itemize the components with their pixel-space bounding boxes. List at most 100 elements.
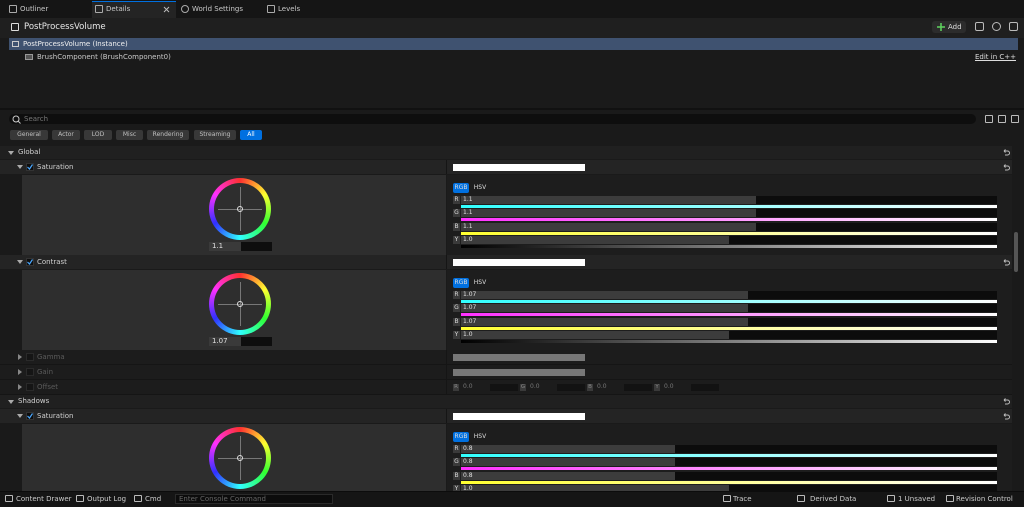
- channel-field[interactable]: [461, 235, 997, 244]
- tab-label: Details: [106, 5, 131, 13]
- divider: [0, 108, 1024, 110]
- channel-letter: Y: [453, 330, 460, 339]
- channel-value: 0.8: [463, 445, 473, 452]
- channel-gradient: [461, 313, 997, 317]
- mode-button[interactable]: HSV: [473, 279, 487, 286]
- channel-field[interactable]: [461, 471, 997, 480]
- console-input[interactable]: [175, 494, 333, 504]
- expander-svg: [17, 414, 23, 418]
- mode-button[interactable]: HSV: [473, 184, 487, 191]
- mode-button[interactable]: RGB: [453, 183, 469, 193]
- wheel-handle: [237, 301, 243, 307]
- component-icon: [12, 41, 19, 47]
- reset-icon-svg: [1003, 164, 1010, 171]
- color-swatch: [453, 413, 585, 420]
- scrollbar-thumb[interactable]: [1014, 232, 1018, 272]
- filter-button[interactable]: Rendering: [147, 130, 189, 140]
- add-plus-icon: [937, 23, 945, 31]
- checkbox: [26, 258, 34, 266]
- tab-icon: [9, 5, 17, 13]
- channel-field[interactable]: [461, 458, 997, 467]
- mode-button[interactable]: RGB: [453, 432, 469, 442]
- header-icon-button[interactable]: [975, 22, 984, 31]
- check-svg: [27, 413, 33, 419]
- filter-button[interactable]: Actor: [52, 130, 80, 140]
- check-svg: [27, 259, 33, 265]
- status-item[interactable]: Content Drawer: [16, 495, 72, 503]
- channel-letter: G: [453, 209, 460, 218]
- mode-button[interactable]: HSV: [473, 433, 487, 440]
- channel-fill: [461, 445, 676, 453]
- close-icon-svg: [163, 6, 170, 13]
- wheel-handle: [237, 455, 243, 461]
- channel-letter: R: [453, 384, 459, 391]
- toolbar-icon[interactable]: [985, 115, 993, 123]
- channel-field: [624, 384, 652, 391]
- channel-gradient: [461, 339, 997, 343]
- header-icon-button[interactable]: [992, 22, 1001, 31]
- channel-field[interactable]: [461, 445, 997, 453]
- channel-gradient: [461, 300, 997, 303]
- reset-icon: [1002, 149, 1010, 156]
- toolbar-icon[interactable]: [1011, 115, 1019, 123]
- header-icon-button[interactable]: [1009, 22, 1018, 31]
- section-label: Global: [18, 148, 41, 156]
- wheel-value-fill: [209, 337, 241, 346]
- status-item[interactable]: 1 Unsaved: [898, 495, 936, 503]
- tab[interactable]: [92, 1, 176, 18]
- channel-value: 1.07: [463, 291, 477, 298]
- status-item[interactable]: Output Log: [87, 495, 127, 503]
- channel-value: 1.07: [463, 304, 477, 312]
- channel-field[interactable]: [461, 330, 997, 339]
- status-item[interactable]: Cmd: [145, 495, 162, 503]
- expander-svg: [8, 151, 14, 155]
- status-icon: [76, 495, 84, 502]
- expander: [17, 369, 23, 375]
- edit-link[interactable]: Edit in C++: [974, 53, 1016, 61]
- channel-letter: G: [453, 458, 460, 467]
- expander-svg: [17, 165, 23, 169]
- status-item[interactable]: Trace: [733, 495, 752, 503]
- expander: [17, 354, 23, 360]
- filter-button[interactable]: LOD: [84, 130, 112, 140]
- status-icon: [946, 495, 954, 502]
- filter-button[interactable]: All: [240, 130, 262, 140]
- channel-value: 1.1: [463, 196, 473, 203]
- property-divider: [446, 350, 447, 365]
- status-icon: [5, 495, 13, 502]
- search-placeholder: Search: [24, 115, 49, 123]
- status-icon: [723, 495, 731, 502]
- channel-value: 0.0: [664, 383, 674, 390]
- filter-button[interactable]: Streaming: [194, 130, 236, 140]
- status-item[interactable]: Revision Control: [956, 495, 1013, 503]
- channel-value: 0.0: [463, 383, 473, 390]
- status-item[interactable]: Derived Data: [810, 495, 857, 503]
- tab-label: Levels: [278, 5, 301, 13]
- channel-letter: Y: [453, 235, 460, 244]
- filter-button[interactable]: Misc: [116, 130, 143, 140]
- component-label[interactable]: BrushComponent (BrushComponent0): [37, 53, 171, 61]
- filter-button[interactable]: General: [10, 130, 48, 140]
- channel-letter: B: [453, 222, 460, 231]
- channel-fill: [461, 235, 729, 244]
- channel-letter: R: [453, 445, 460, 453]
- toolbar-icon[interactable]: [998, 115, 1006, 123]
- channel-letter: Y: [654, 384, 660, 391]
- color-swatch: [453, 259, 585, 266]
- status-icon: [797, 495, 805, 502]
- component-row-selected[interactable]: [9, 38, 1018, 50]
- section-header: [0, 395, 1012, 408]
- checkbox: [26, 353, 34, 361]
- channel-field[interactable]: [461, 484, 997, 493]
- mode-button[interactable]: RGB: [453, 278, 469, 288]
- check-svg: [27, 164, 33, 170]
- property-divider: [446, 380, 447, 395]
- header-title: PostProcessVolume: [24, 22, 106, 32]
- wheel-handle: [237, 206, 243, 212]
- search-box[interactable]: [9, 114, 976, 124]
- expander: [8, 150, 14, 156]
- checkbox: [26, 163, 34, 171]
- channel-letter: R: [453, 291, 460, 299]
- channel-gradient: [461, 467, 997, 471]
